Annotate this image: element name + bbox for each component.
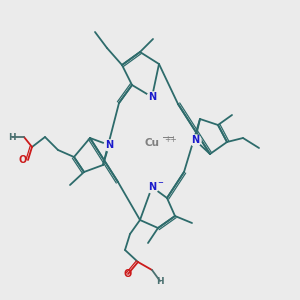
Text: N: N — [105, 140, 113, 150]
Text: H: H — [8, 133, 16, 142]
Text: Cu: Cu — [145, 138, 160, 148]
Text: N: N — [191, 135, 199, 145]
Text: O: O — [124, 269, 132, 279]
Text: O: O — [19, 155, 27, 165]
Text: −: − — [158, 180, 164, 186]
Text: ++: ++ — [164, 134, 177, 143]
Text: N: N — [148, 92, 156, 102]
Text: H: H — [156, 277, 164, 286]
Text: N: N — [148, 182, 156, 192]
